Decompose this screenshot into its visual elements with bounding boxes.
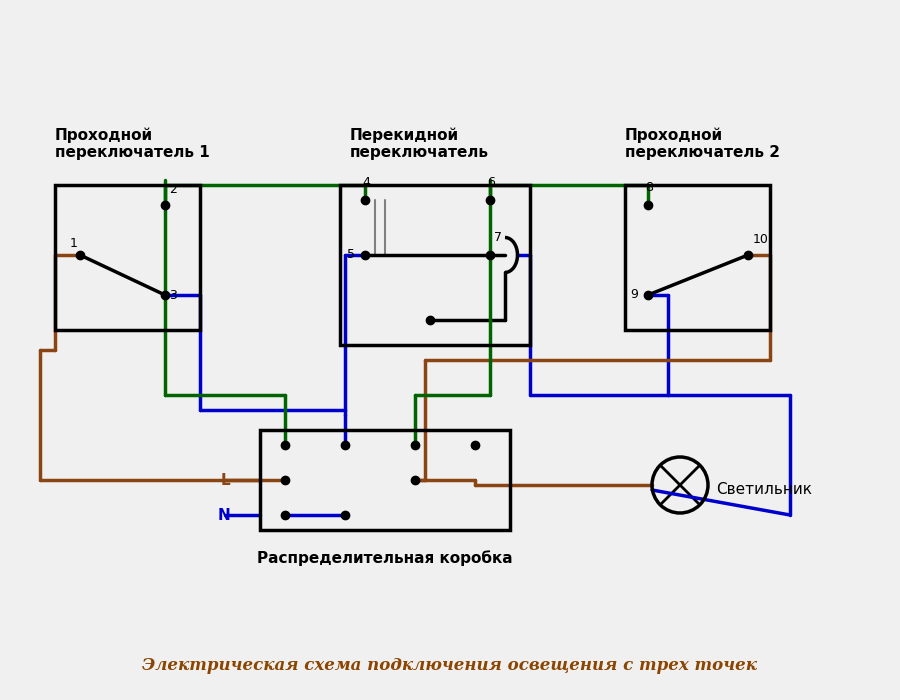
Text: Электрическая схема подключения освещения с трех точек: Электрическая схема подключения освещени…: [142, 657, 758, 673]
Text: 7: 7: [494, 231, 502, 244]
Bar: [55, 185, 200, 330]
Bar: [340, 185, 530, 345]
Text: 9: 9: [630, 288, 638, 301]
Text: 4: 4: [362, 176, 370, 189]
Text: 1: 1: [70, 237, 78, 250]
Text: 6: 6: [487, 176, 495, 189]
Text: Распределительная коробка: Распределительная коробка: [257, 550, 513, 566]
Text: 8: 8: [645, 181, 653, 194]
Text: Проходной
переключатель 1: Проходной переключатель 1: [55, 127, 210, 160]
Text: 3: 3: [169, 289, 177, 302]
Text: 10: 10: [753, 233, 769, 246]
Bar: [625, 185, 770, 330]
Text: 5: 5: [347, 248, 355, 261]
Text: Перекидной
переключатель: Перекидной переключатель: [350, 127, 489, 160]
Text: N: N: [217, 508, 230, 523]
Text: L: L: [220, 473, 230, 488]
Bar: [260, 430, 510, 530]
Text: Светильник: Светильник: [716, 482, 812, 498]
Text: 2: 2: [169, 183, 177, 196]
Text: Проходной
переключатель 2: Проходной переключатель 2: [625, 127, 780, 160]
